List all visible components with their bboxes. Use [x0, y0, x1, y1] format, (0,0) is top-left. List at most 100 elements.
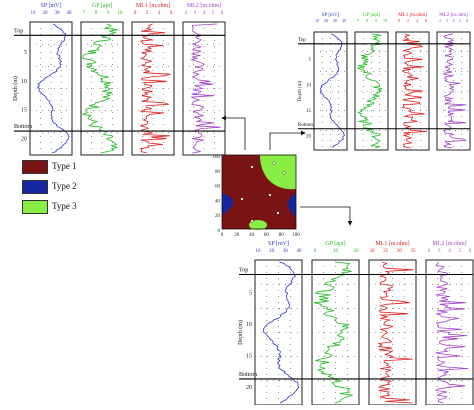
- log-tick-label: 7: [83, 11, 86, 16]
- log-tick-label: 25: [383, 249, 389, 254]
- depth-axis-label: Depth (m): [12, 76, 19, 101]
- log-tick-label: 10: [256, 249, 262, 254]
- map-frame: [221, 154, 297, 230]
- depth-tick-label: 10: [21, 79, 27, 85]
- log-tick-label: 0: [398, 18, 400, 23]
- log-tick-label: 2: [439, 18, 441, 23]
- log-tick-label: 4: [453, 18, 455, 23]
- legend-item-type2: Type 2: [22, 180, 152, 194]
- map-well-marker: [250, 219, 254, 223]
- log-tick-label: 10: [31, 11, 37, 16]
- log-tick-label: 40: [67, 11, 73, 16]
- log-tick-label: 20: [324, 18, 328, 23]
- log-tick-label: 9: [107, 11, 110, 16]
- log-tick-label: 10: [333, 249, 339, 254]
- map-y-tick-label: 20: [215, 214, 221, 219]
- log-tick-label: 5: [459, 249, 462, 254]
- map-well-marker: [282, 171, 286, 175]
- log-tick-label: 2: [146, 11, 149, 16]
- top-horizon-label: Top: [14, 28, 23, 34]
- top-horizon-label: Top: [239, 268, 248, 274]
- depth-tick-label: 10: [246, 322, 252, 328]
- map-well-marker: [272, 161, 276, 165]
- log-tick-label: 4: [416, 18, 418, 23]
- log-header-ml1: ML1 [m.ohm]: [398, 13, 427, 18]
- log-tick-label: 30: [283, 249, 289, 254]
- log-header-sp: SP [mV]: [41, 3, 62, 9]
- log-tick-label: 10: [383, 18, 387, 23]
- map-x-tick-label: 80: [279, 233, 285, 238]
- log-tick-label: 40: [297, 249, 303, 254]
- facies-legend: Type 1 Type 2 Type 3: [22, 160, 152, 220]
- log-tick-label: 20: [269, 249, 275, 254]
- map-type3-patch: [249, 220, 267, 230]
- log-tick-label: 10: [118, 11, 124, 16]
- legend-swatch: [22, 180, 48, 194]
- depth-tick-label: 5: [24, 50, 27, 56]
- bottom-horizon-label: Bottom: [239, 372, 257, 378]
- log-curve-sp: [262, 261, 300, 404]
- log-tick-label: 6: [466, 18, 468, 23]
- map-x-tick-label: 0: [221, 233, 224, 238]
- map-y-tick-label: 0: [218, 229, 221, 234]
- log-tick-label: 30: [397, 249, 403, 254]
- legend-swatch: [22, 160, 48, 174]
- map-well-marker: [276, 211, 280, 215]
- map-type2-region-right: [288, 193, 296, 217]
- legend-item-type1: Type 1: [22, 160, 152, 174]
- log-tick-label: 40: [342, 18, 346, 23]
- log-tick-label: 3: [194, 11, 197, 16]
- legend-item-type3: Type 3: [22, 200, 152, 214]
- log-tick-label: 6: [170, 11, 173, 16]
- legend-swatch: [22, 200, 48, 214]
- log-tick-label: 30: [55, 11, 61, 16]
- log-tick-label: 35: [411, 249, 417, 254]
- facies-map: 100 80 60 40 20 00 20 40 60 80 100: [213, 154, 300, 238]
- depth-tick-label: 5: [249, 291, 252, 297]
- log-curve-ml1: [377, 261, 414, 404]
- log-header-gp: GP [api]: [325, 241, 345, 247]
- log-tick-label: 7: [357, 18, 359, 23]
- depth-axis-label: Depth (m): [298, 80, 303, 101]
- map-well-marker: [268, 193, 272, 197]
- log-panel-3: Depth (m) 5 10 15 20 SP [mV] 10 20 30 40 GP [api] 0…: [237, 241, 474, 406]
- log-tick-label: 2: [428, 249, 431, 254]
- depth-tick-label: 5: [309, 58, 312, 63]
- map-y-tick-label: 100: [213, 155, 221, 160]
- depth-tick-label: 20: [21, 137, 27, 143]
- log-track-ml2: [436, 31, 471, 151]
- log-tick-label: 4: [448, 249, 451, 254]
- legend-label: Type 2: [52, 181, 77, 191]
- log-tick-label: 0: [314, 249, 317, 254]
- map-type3-region: [260, 155, 296, 190]
- log-header-ml1: ML1 [m.ohm]: [375, 241, 409, 247]
- map-well-marker: [250, 165, 254, 169]
- log-tick-label: 30: [333, 18, 337, 23]
- map-well-marker: [240, 197, 244, 201]
- map-x-tick-label: 40: [249, 233, 255, 238]
- depth-tick-label: 20: [306, 135, 312, 140]
- log-tick-label: 8: [366, 18, 368, 23]
- depth-tick-label: 10: [306, 83, 312, 88]
- log-header-ml1: ML1 [m.ohm]: [136, 3, 170, 9]
- log-header-gp: GP [api]: [363, 13, 380, 18]
- log-tick-label: 2: [185, 11, 188, 16]
- log-tick-label: 2: [407, 18, 409, 23]
- bottom-horizon-label: Bottom: [14, 124, 32, 130]
- log-tick-label: 6: [221, 11, 224, 16]
- map-y-tick-label: 40: [215, 199, 221, 204]
- map-x-tick-label: 100: [292, 233, 300, 238]
- map-type2-region-left: [222, 193, 233, 215]
- log-tick-label: 3: [446, 18, 448, 23]
- map-x-tick-label: 60: [264, 233, 270, 238]
- depth-tick-label: 15: [306, 109, 312, 114]
- log-tick-label: 0: [134, 11, 137, 16]
- map-x-tick-label: 20: [234, 233, 240, 238]
- top-horizon-label: Top: [298, 38, 306, 43]
- log-tick-label: 8: [95, 11, 98, 16]
- log-tick-label: 4: [203, 11, 206, 16]
- log-tick-label: 20: [43, 11, 49, 16]
